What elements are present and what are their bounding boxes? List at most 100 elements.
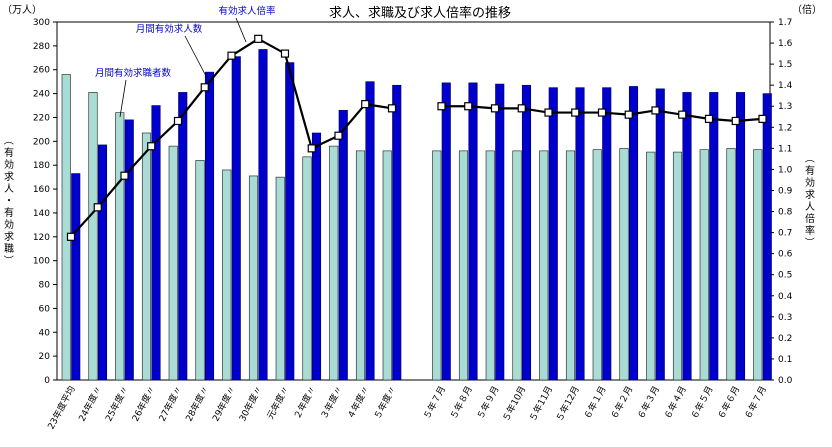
bar-job-seekers [355, 150, 366, 381]
x-tick-label: ５年８月 [447, 384, 475, 421]
ratio-point [758, 114, 767, 123]
bar-job-seekers [195, 160, 205, 381]
ratio-point [200, 83, 209, 92]
y2-tick-label: 1.5 [778, 60, 792, 70]
bar-job-seekers [485, 150, 495, 381]
y2-tick-label: 1.6 [778, 39, 793, 49]
x-tick-label: 23年度平均 [45, 384, 78, 432]
ratio-point [597, 108, 607, 117]
bar-job-seekers [222, 169, 232, 381]
x-tick-label: ５年11月 [527, 384, 556, 424]
bar-job-openings [151, 105, 161, 381]
ratio-point [93, 203, 102, 212]
bar-job-seekers [619, 148, 629, 381]
bar-job-openings [709, 92, 719, 381]
ratio-point [517, 104, 526, 113]
bar-job-seekers [275, 176, 285, 381]
annotation-leader [235, 17, 247, 43]
x-tick-label: ６年６月 [715, 384, 743, 421]
y2-tick-label: 0.6 [778, 250, 793, 260]
bar-job-openings [495, 83, 505, 381]
bar-job-openings [682, 92, 692, 381]
bar-job-openings [521, 84, 532, 381]
x-tick-label: ５年10月 [500, 384, 529, 424]
y-tick-label: 200 [33, 137, 50, 147]
left-unit-label: （万人） [2, 4, 42, 16]
x-tick-label: ２年度〃 [291, 384, 319, 421]
y-axis-label-char: 求 [4, 231, 14, 243]
y-tick-label: 20 [39, 352, 51, 362]
bar-job-seekers [61, 74, 71, 381]
ratio-point [66, 232, 76, 241]
x-tick-label: ３年度〃 [318, 384, 346, 421]
y2-tick-label: 1.4 [778, 81, 793, 91]
y2-axis-label-char: （ [803, 153, 815, 163]
y2-tick-label: 0.8 [778, 208, 793, 218]
ratio-point [651, 106, 660, 115]
bar-job-seekers [672, 151, 683, 381]
y2-tick-label: 0.4 [778, 292, 793, 302]
x-tick-label: 30年度〃 [236, 384, 265, 424]
y-axis-label-char: ） [2, 255, 14, 265]
y-tick-label: 40 [39, 328, 51, 338]
ratio-point [704, 114, 714, 123]
x-tick-label: ５年９月 [474, 384, 502, 421]
x-tick-label: 29年度〃 [210, 384, 239, 424]
chart-title: 求人、求職及び求人倍率の推移 [329, 5, 511, 21]
bar-job-openings [735, 92, 746, 381]
bar-job-openings [97, 144, 108, 381]
x-tick-label: ５年７月 [421, 384, 449, 421]
x-tick-label: ６年１月 [581, 384, 609, 421]
x-tick-label: ５年12月 [553, 384, 582, 424]
bar-job-openings [338, 110, 348, 381]
y-tick-label: 280 [33, 42, 50, 52]
y-tick-label: 100 [33, 257, 50, 267]
y-tick-label: 300 [33, 18, 50, 28]
bar-job-seekers [539, 150, 549, 381]
y2-axis-label-char: 人 [805, 201, 815, 213]
bar-job-seekers [699, 149, 709, 381]
bar-job-seekers [512, 150, 522, 381]
y-axis-label: （有効求人・有効求職） [2, 135, 14, 265]
ratio-point [678, 110, 687, 119]
bar-job-seekers [753, 149, 763, 381]
bar-job-openings [71, 173, 81, 381]
y-tick-label: 60 [39, 304, 51, 314]
ratio-point [227, 51, 236, 60]
bars [61, 49, 772, 381]
bar-job-openings [441, 82, 451, 381]
ratio-point [437, 102, 446, 111]
bar-job-seekers [646, 151, 656, 381]
x-tick-label: ５年度〃 [371, 384, 399, 421]
annotation-leader [119, 79, 127, 118]
x-tick-label: 元年度〃 [264, 384, 292, 421]
bar-job-seekers [458, 150, 469, 381]
ratio-point [120, 171, 129, 180]
x-tick-label: ６年４月 [661, 384, 689, 421]
y2-tick-label: 1.0 [778, 165, 793, 175]
bar-job-openings [655, 88, 665, 381]
y2-axis-label-char: 求 [805, 189, 815, 201]
bar-job-seekers [302, 156, 312, 381]
ratio-line [66, 34, 767, 241]
bar-job-openings [231, 56, 241, 381]
ratio-point [254, 34, 263, 43]
y2-tick-label: 0.9 [778, 186, 793, 196]
y2-axis-label: （有効求人倍率） [803, 153, 815, 247]
x-tick-label: 28年度〃 [183, 384, 212, 424]
annotation-leader [184, 35, 208, 79]
annotation-openings: 月間有効求人数 [136, 23, 203, 35]
y-tick-label: 120 [33, 233, 50, 243]
x-tick-label: ６年７月 [742, 384, 770, 421]
x-tick-label: 24年度〃 [76, 384, 105, 424]
y-tick-label: 240 [33, 90, 50, 100]
bar-job-openings [762, 93, 772, 381]
bar-job-seekers [432, 150, 442, 381]
y-tick-label: 160 [33, 185, 50, 195]
bar-job-openings [124, 119, 134, 381]
y-axis-label-char: 職 [4, 243, 14, 255]
y2-tick-label: 0.0 [778, 376, 793, 386]
bar-job-openings [285, 62, 295, 381]
